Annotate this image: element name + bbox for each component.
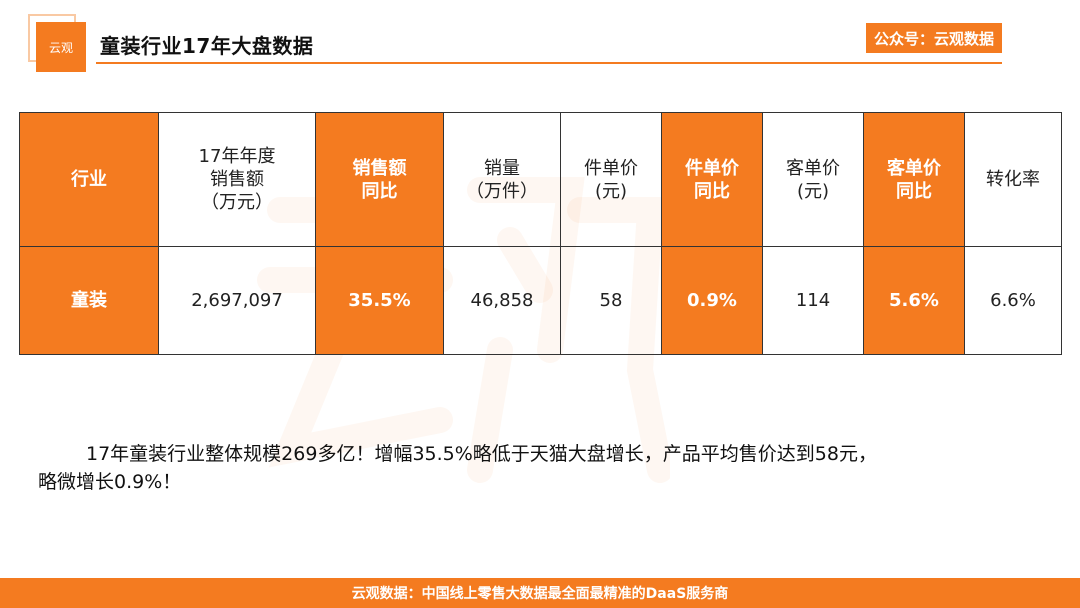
cell-order-price-yoy: 5.6% [863, 246, 965, 355]
header-unit-price-yoy: 件单价 同比 [661, 112, 763, 247]
cell-volume: 46,858 [443, 246, 561, 355]
page-title: 童装行业17年大盘数据 [100, 34, 314, 58]
header-volume: 销量 （万件） [443, 112, 561, 247]
table-row: 童装 2,697,097 35.5% 46,858 58 0.9% 114 5.… [19, 246, 1062, 355]
header-order-price: 客单价 (元) [762, 112, 864, 247]
cell-conversion: 6.6% [964, 246, 1062, 355]
header-sales-yoy: 销售额 同比 [315, 112, 444, 247]
header-annual-sales: 17年年度 销售额 （万元） [158, 112, 316, 247]
header-unit-price: 件单价 (元) [560, 112, 662, 247]
summary-text: 17年童装行业整体规模269多亿！增幅35.5%略低于天猫大盘增长，产品平均售价… [38, 443, 877, 493]
footer-bar: 云观数据：中国线上零售大数据最全面最精准的DaaS服务商 [0, 578, 1080, 608]
account-label: 公众号：云观数据 [873, 29, 994, 48]
cell-annual-sales: 2,697,097 [158, 246, 316, 355]
header-divider [96, 62, 1002, 64]
cell-industry: 童装 [19, 246, 159, 355]
cell-order-price: 114 [762, 246, 864, 355]
account-badge: 公众号：云观数据 [865, 23, 1002, 53]
cell-unit-price-yoy: 0.9% [661, 246, 763, 355]
cell-sales-yoy: 35.5% [315, 246, 444, 355]
data-table: 行业 17年年度 销售额 （万元） 销售额 同比 销量 （万件） 件单价 (元)… [19, 112, 1062, 355]
footer-text: 云观数据：中国线上零售大数据最全面最精准的DaaS服务商 [351, 586, 729, 602]
header-industry: 行业 [19, 112, 159, 247]
header-conversion: 转化率 [964, 112, 1062, 247]
table-header-row: 行业 17年年度 销售额 （万元） 销售额 同比 销量 （万件） 件单价 (元)… [19, 112, 1062, 247]
logo: 云观 [36, 22, 86, 72]
logo-text: 云观 [48, 40, 73, 55]
header-order-price-yoy: 客单价 同比 [863, 112, 965, 247]
cell-unit-price: 58 [560, 246, 662, 355]
